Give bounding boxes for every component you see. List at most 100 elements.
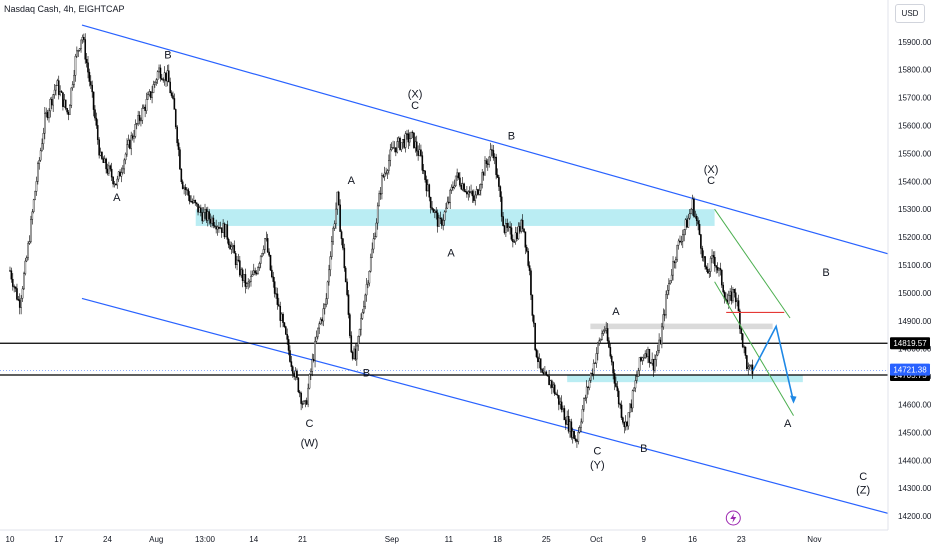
candle-body-51	[80, 39, 82, 49]
candle-body-381	[539, 358, 542, 370]
candle-body-213	[305, 400, 308, 405]
x-tick-label-5: 14	[249, 535, 258, 544]
x-tick-label-15: Nov	[807, 535, 821, 544]
candle-body-400	[566, 415, 568, 425]
candle-body-380	[538, 358, 541, 363]
candle-body-52	[81, 37, 84, 41]
candle-body-477	[673, 261, 676, 264]
candle-body-496	[700, 234, 702, 249]
candle-body-253	[361, 312, 364, 319]
channel-upper-line[interactable]	[81, 24, 899, 258]
candle-body-97	[144, 106, 146, 111]
candle-body-241	[344, 267, 347, 283]
candle-body-194	[279, 306, 282, 321]
candle-body-485	[684, 219, 687, 230]
candle-body-415	[587, 386, 589, 389]
symbol-title: Nasdaq Cash, 4h, EIGHTCAP	[4, 4, 125, 14]
candle-body-383	[542, 372, 545, 375]
candle-body-297	[422, 170, 425, 172]
candle-body-391	[553, 384, 556, 394]
candle-body-112	[165, 72, 167, 82]
candle-body-32	[53, 89, 56, 95]
wedge-lower-line[interactable]	[714, 281, 794, 416]
wave-label-4: A	[348, 175, 356, 187]
candle-body-281	[400, 142, 403, 150]
candle-body-127	[186, 189, 188, 191]
candle-body-449	[634, 380, 637, 389]
candle-body-96	[142, 106, 145, 109]
candle-body-166	[240, 269, 243, 276]
candle-body-216	[310, 371, 312, 375]
candle-body-69	[105, 158, 107, 170]
candle-body-75	[113, 183, 116, 185]
candle-body-99	[147, 94, 149, 100]
candle-body-413	[584, 397, 587, 399]
candle-body-187	[269, 254, 272, 271]
price-axis-background	[888, 0, 932, 550]
candle-body-254	[363, 306, 365, 313]
candle-body-356	[505, 223, 507, 233]
candle-body-12	[25, 257, 28, 262]
candle-body-124	[181, 181, 184, 189]
candle-body-446	[630, 403, 633, 409]
candle-body-174	[251, 274, 254, 277]
candle-body-320	[454, 175, 457, 187]
candle-body-301	[428, 184, 431, 198]
candle-body-62	[95, 117, 98, 126]
candle-body-169	[244, 274, 247, 287]
channel-lower-line[interactable]	[81, 297, 899, 517]
candle-body-404	[571, 430, 574, 438]
candle-body-256	[365, 284, 368, 296]
wedge-upper-line[interactable]	[714, 208, 791, 319]
candle-body-153	[222, 223, 224, 233]
candle-body-417	[590, 372, 592, 381]
candle-body-9	[21, 288, 24, 299]
x-tick-label-8: 11	[445, 535, 454, 544]
candle-body-207	[297, 377, 300, 393]
candle-body-88	[131, 135, 134, 139]
y-tick-label-8: 15000.00	[898, 289, 932, 298]
candle-body-526	[741, 333, 744, 347]
candle-body-278	[396, 141, 399, 153]
candle-body-248	[354, 348, 357, 360]
candle-body-0	[9, 270, 11, 272]
candle-body-492	[694, 215, 697, 218]
candle-body-143	[208, 211, 210, 220]
candle-body-156	[226, 224, 229, 240]
candle-body-508	[716, 267, 719, 271]
candle-body-108	[159, 67, 162, 79]
candle-body-461	[651, 359, 653, 364]
candle-body-30	[50, 99, 53, 106]
candle-body-129	[188, 195, 191, 202]
candle-body-235	[336, 191, 339, 210]
candle-body-85	[127, 140, 130, 146]
candle-body-177	[255, 272, 258, 275]
projection-path[interactable]	[752, 324, 795, 402]
candle-body-304	[432, 209, 435, 213]
candle-body-83	[124, 153, 127, 161]
candle-body-289	[411, 131, 414, 134]
candle-body-414	[585, 386, 588, 399]
candle-body-432	[610, 356, 613, 363]
candle-body-347	[492, 150, 495, 159]
candle-body-474	[669, 280, 672, 284]
candle-body-160	[232, 245, 234, 247]
candle-body-92	[137, 114, 139, 124]
candle-body-355	[503, 225, 506, 233]
candle-body-154	[223, 223, 226, 238]
candle-body-345	[489, 149, 492, 158]
candle-body-392	[555, 393, 557, 395]
candle-body-183	[264, 238, 266, 250]
currency-button[interactable]: USD	[895, 4, 925, 23]
candle-body-102	[151, 92, 153, 98]
candle-body-220	[315, 336, 318, 342]
candle-body-425	[601, 333, 603, 340]
candle-body-94	[140, 119, 142, 122]
candle-body-110	[162, 79, 165, 81]
candle-body-242	[346, 281, 348, 295]
candle-body-33	[55, 85, 57, 91]
candle-body-53	[83, 37, 85, 40]
